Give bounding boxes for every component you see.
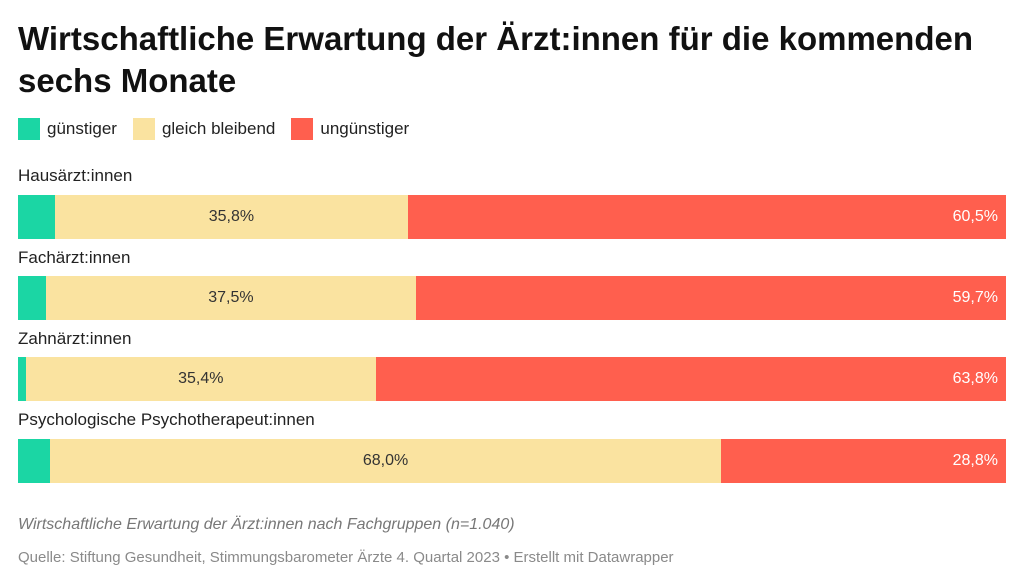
- bar-segment: 68,0%: [49, 439, 722, 483]
- data-label: 68,0%: [362, 452, 409, 469]
- bar-segment: 59,7%: [416, 276, 1006, 320]
- category-label: Zahnärzt:innen: [18, 329, 132, 348]
- category-label: Psychologische Psychotherapeut:innen: [18, 410, 315, 429]
- data-label: 28,8%: [952, 452, 998, 469]
- legend-swatch: [18, 118, 40, 140]
- legend-item-guenstiger: günstiger: [18, 118, 117, 140]
- legend-label: günstiger: [47, 119, 117, 138]
- bar-segment: 35,4%: [25, 357, 376, 401]
- data-label: 60,5%: [952, 208, 998, 225]
- bar-segment: 63,8%: [375, 357, 1006, 401]
- chart-note: Wirtschaftliche Erwartung der Ärzt:innen…: [18, 516, 515, 533]
- legend-label: ungünstiger: [320, 119, 410, 138]
- legend-item-unguenstiger: ungünstiger: [291, 118, 409, 140]
- data-label: 35,4%: [178, 370, 224, 387]
- bar-segment: 37,5%: [45, 276, 417, 320]
- stacked-bar: 68,0% 28,8%: [18, 439, 1006, 483]
- data-label: 63,8%: [952, 370, 998, 387]
- legend-swatch: [132, 118, 155, 140]
- bar-segment: 60,5%: [408, 195, 1006, 239]
- chart-legend: günstiger gleich bleibend ungünstiger: [18, 117, 425, 141]
- bar-segment: [18, 276, 46, 320]
- bar-segment: [18, 357, 26, 401]
- legend-item-gleich-bleibend: gleich bleibend: [132, 118, 276, 140]
- stacked-bar: 35,8% 60,5%: [18, 195, 1006, 239]
- bar-segment: [18, 195, 55, 239]
- category-label: Hausärzt:innen: [18, 166, 133, 185]
- stacked-bar: 37,5% 59,7%: [18, 276, 1006, 320]
- data-label: 37,5%: [208, 289, 254, 306]
- data-label: 59,7%: [952, 289, 998, 306]
- bar-segment: 35,8%: [54, 195, 409, 239]
- stacked-bar: 35,4% 63,8%: [18, 357, 1006, 401]
- legend-label: gleich bleibend: [161, 119, 276, 138]
- category-label: Fachärzt:innen: [18, 248, 131, 267]
- chart-title: Wirtschaftliche Erwartung der Ärzt:innen…: [18, 20, 973, 99]
- legend-swatch: [291, 118, 314, 140]
- chart-source: Quelle: Stiftung Gesundheit, Stimmungsba…: [18, 549, 674, 566]
- bar-segment: [18, 439, 50, 483]
- data-label: 35,8%: [208, 208, 255, 225]
- bar-segment: 28,8%: [721, 439, 1006, 483]
